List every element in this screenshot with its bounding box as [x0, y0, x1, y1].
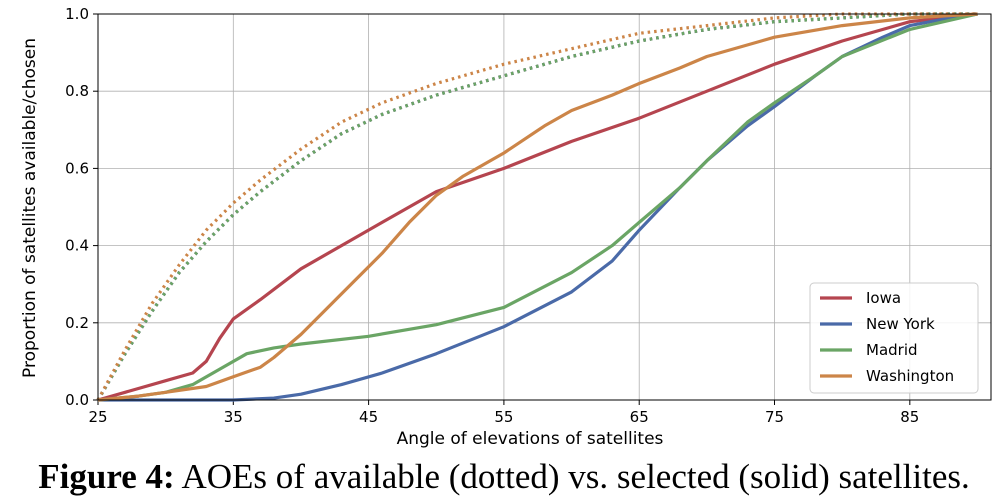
- legend-label-new-york: New York: [866, 315, 935, 333]
- legend-label-iowa: Iowa: [866, 289, 901, 307]
- x-axis-ticks: 25 35 45 55 65 75 85: [88, 400, 919, 426]
- y-tick-label: 0.0: [65, 391, 89, 409]
- legend-label-washington: Washington: [866, 367, 954, 385]
- x-tick-label: 55: [494, 408, 513, 426]
- y-tick-label: 0.2: [65, 314, 89, 332]
- y-tick-label: 1.0: [65, 5, 89, 23]
- available-line-madrid: [96, 12, 978, 401]
- y-tick-label: 0.6: [65, 159, 89, 177]
- x-tick-label: 65: [630, 408, 649, 426]
- selected-line-washington: [97, 12, 978, 402]
- x-tick-label: 75: [765, 408, 784, 426]
- y-tick-label: 0.8: [65, 82, 89, 100]
- caption-label: Figure 4:: [38, 457, 175, 496]
- cdf-chart: 25 35 45 55 65 75 85 0.0 0.2 0.4 0.6 0.8 1.0 Angle …: [20, 5, 992, 449]
- selected-line-iowa: [97, 12, 978, 402]
- x-axis-label: Angle of elevations of satellites: [397, 429, 664, 449]
- y-tick-label: 0.4: [65, 237, 89, 255]
- selected-line-madrid: [97, 12, 978, 402]
- legend-label-madrid: Madrid: [866, 341, 918, 359]
- x-tick-label: 45: [359, 408, 378, 426]
- caption-text: AOEs of available (dotted) vs. selected …: [174, 457, 970, 496]
- y-axis-label: Proportion of satellites available/chose…: [20, 38, 40, 378]
- available-line-washington: [96, 12, 978, 401]
- plot-frame: [97, 13, 992, 401]
- figure-caption: Figure 4: AOEs of available (dotted) vs.…: [0, 455, 1008, 502]
- legend: Iowa New York Madrid Washington: [809, 282, 979, 394]
- x-tick-label: 35: [224, 408, 243, 426]
- series-lines: [96, 12, 978, 402]
- y-axis-ticks: 0.0 0.2 0.4 0.6 0.8 1.0: [65, 5, 98, 409]
- x-tick-label: 85: [900, 408, 919, 426]
- legend-frame: [809, 282, 979, 394]
- x-tick-label: 25: [88, 408, 107, 426]
